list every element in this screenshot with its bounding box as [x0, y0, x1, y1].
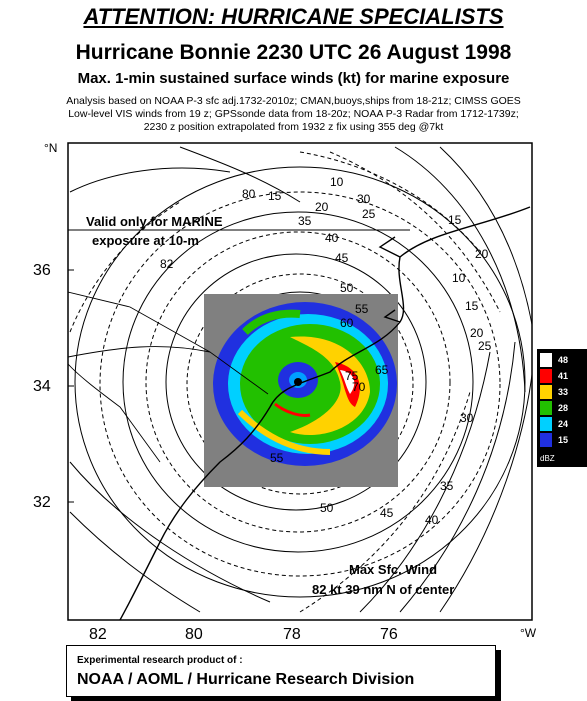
- latitude-ticks: °N 36 34 32: [33, 141, 74, 511]
- legend-swatch: [540, 353, 552, 367]
- legend-row: 33: [540, 385, 587, 399]
- wind-analysis-map: Valid only for MARINE exposure at 10-m M…: [0, 132, 587, 643]
- contour-label: 70: [352, 380, 366, 394]
- contour-label: 20: [470, 326, 484, 340]
- lon-tick-76: 76: [380, 626, 398, 642]
- legend-value: 48: [558, 355, 569, 365]
- contour-label: 40: [325, 231, 339, 245]
- lon-tick-80: 80: [185, 626, 203, 642]
- footer-box: Experimental research product of : NOAA …: [66, 645, 496, 697]
- contour-label: 60: [340, 316, 354, 330]
- contour-label: 20: [475, 247, 489, 261]
- footer-organization: NOAA / AOML / Hurricane Research Divisio…: [77, 671, 415, 688]
- contour-label: 55: [270, 451, 284, 465]
- contour-label: 25: [362, 207, 376, 221]
- contour-label: 45: [335, 251, 349, 265]
- radar-reflectivity: [204, 294, 398, 487]
- valid-note-line-1: Valid only for MARINE: [86, 214, 223, 229]
- lon-tick-82: 82: [89, 626, 107, 642]
- lon-unit-label: °W: [520, 626, 537, 640]
- lon-tick-78: 78: [283, 626, 301, 642]
- valid-note-line-2: exposure at 10-m: [92, 233, 199, 248]
- contour-label: 25: [478, 339, 492, 353]
- lat-tick-32: 32: [33, 494, 51, 511]
- page-subtitle: Max. 1-min sustained surface winds (kt) …: [77, 70, 510, 87]
- lat-tick-34: 34: [33, 378, 51, 395]
- legend-value: 24: [558, 419, 569, 429]
- legend-row: 28: [540, 401, 587, 415]
- storm-center-marker: [294, 378, 302, 386]
- contour-label: 15: [268, 189, 282, 203]
- contour-label: 45: [380, 506, 394, 520]
- legend-swatch: [540, 401, 552, 415]
- legend-swatch: [540, 417, 552, 431]
- legend-value: 41: [558, 371, 569, 381]
- contour-label: 15: [465, 299, 479, 313]
- radar-legend: 48 41 33 28 24 15 dBZ: [537, 349, 587, 467]
- max-wind-note-line-1: Max Sfc. Wind: [349, 562, 437, 577]
- contour-label: 55: [355, 302, 369, 316]
- contour-label: 10: [330, 175, 344, 189]
- state-boundaries: [68, 229, 410, 463]
- max-wind-note-line-2: 82 kt 39 nm N of center: [312, 582, 454, 597]
- contour-label: 10: [452, 271, 466, 285]
- analysis-line-2: Low-level VIS winds from 19 z; GPSsonde …: [68, 108, 519, 120]
- contour-label: 30: [460, 411, 474, 425]
- contour-label: 80: [242, 187, 256, 201]
- contour-label: 82: [160, 257, 174, 271]
- legend-value: 28: [558, 403, 569, 413]
- contour-label: 65: [375, 363, 389, 377]
- contour-label: 50: [320, 501, 334, 515]
- attention-banner: ATTENTION: HURRICANE SPECIALISTS: [83, 4, 504, 29]
- contour-label: 50: [340, 281, 354, 295]
- contour-label: 15: [448, 213, 462, 227]
- lat-unit-label: °N: [44, 141, 57, 155]
- legend-row: 48: [540, 353, 587, 367]
- contour-label: 75: [345, 369, 359, 383]
- page-title: Hurricane Bonnie 2230 UTC 26 August 1998: [75, 41, 512, 64]
- contour-label: 35: [440, 479, 454, 493]
- contour-label: 20: [315, 200, 329, 214]
- analysis-line-3: 2230 z position extrapolated from 1932 z…: [143, 121, 444, 133]
- longitude-ticks: 82 80 78 76 °W: [89, 626, 537, 643]
- legend-value: 33: [558, 387, 569, 397]
- legend-unit: dBZ: [540, 454, 555, 463]
- analysis-line-1: Analysis based on NOAA P-3 sfc adj.1732-…: [66, 95, 521, 107]
- contour-label: 35: [298, 214, 312, 228]
- footer-credit-label: Experimental research product of :: [77, 655, 243, 666]
- legend-row: 41: [540, 369, 587, 383]
- legend-row: 24: [540, 417, 587, 431]
- legend-value: 15: [558, 435, 569, 445]
- legend-swatch: [540, 385, 552, 399]
- legend-swatch: [540, 369, 552, 383]
- legend-row: 15: [540, 433, 587, 447]
- lat-tick-36: 36: [33, 262, 51, 279]
- legend-swatch: [540, 433, 552, 447]
- contour-label: 30: [357, 192, 371, 206]
- contour-label: 40: [425, 513, 439, 527]
